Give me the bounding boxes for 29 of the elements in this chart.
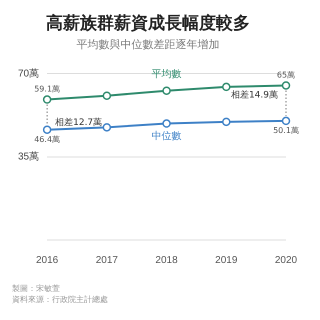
series-label: 中位數 (152, 130, 182, 142)
y-tick-label: 35萬 (18, 150, 40, 163)
x-tick-label: 2017 (96, 254, 118, 266)
annotation: 相差12.7萬 (55, 116, 102, 128)
x-tick-label: 2016 (36, 254, 59, 266)
chart-title: 高薪族群薪資成長幅度較多 (46, 14, 250, 34)
text: 製圖：宋敏萱 (12, 283, 61, 294)
data-label: 50.1萬 (273, 126, 299, 135)
point (162, 86, 171, 95)
data-label: 65萬 (276, 70, 296, 80)
x-tick-label: 2020 (274, 254, 298, 266)
data-label: 59.1萬 (34, 84, 60, 94)
point (162, 119, 171, 128)
series-label: 平均數 (152, 68, 182, 80)
point (42, 95, 52, 104)
point (102, 123, 112, 132)
chart-subtitle: 平均數與中位數差距逐年增加 (76, 38, 220, 51)
x-tick-label: 2018 (155, 254, 178, 266)
source-note: 資料來源：行政院主計總處 (12, 294, 108, 305)
point (102, 91, 112, 100)
annotation: 相差14.9萬 (230, 90, 278, 101)
point (42, 125, 52, 134)
data-label: 46.4萬 (34, 134, 60, 144)
y-tick-label: 70萬 (18, 67, 40, 80)
point (222, 118, 231, 126)
point (282, 81, 290, 90)
point (282, 116, 290, 126)
point (222, 82, 231, 92)
x-tick-label: 2019 (215, 254, 238, 266)
